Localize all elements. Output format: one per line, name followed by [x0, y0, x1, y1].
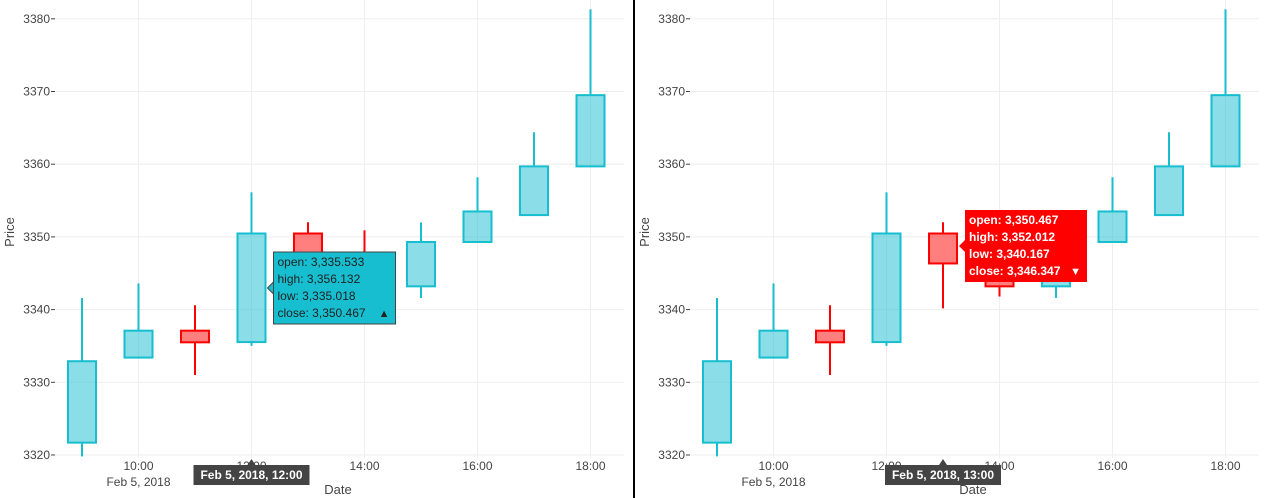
candle-1000[interactable] [758, 283, 789, 359]
hover-tooltip: open: 3,350.467 high: 3,352.012 low: 3,340… [959, 210, 1087, 282]
candle-1200[interactable] [236, 192, 267, 346]
y-tick-label: 3350 [658, 230, 685, 244]
candle-0900[interactable] [67, 297, 97, 457]
candle-1100[interactable] [815, 305, 845, 376]
chart-panel-left: 332033303340335033603370338010:0012:0014… [0, 0, 633, 498]
candle-1000[interactable] [123, 283, 154, 359]
candle-body[interactable] [180, 329, 210, 344]
candle-body[interactable] [1210, 94, 1241, 168]
candle-1300[interactable] [928, 222, 958, 309]
hover-x-label-box [885, 465, 1001, 485]
y-tick-label: 3380 [23, 12, 50, 26]
candle-1700[interactable] [519, 132, 549, 217]
hover-tooltip: open: 3,335.533 high: 3,356.132 low: 3,335… [266, 251, 396, 325]
candle-body[interactable] [575, 94, 606, 168]
hover-x-label-text: Feb 5, 2018, 12:00 [200, 468, 302, 482]
y-tick-label: 3360 [23, 157, 50, 171]
candle-body[interactable] [1154, 165, 1184, 217]
x-tick-label: 16:00 [462, 459, 492, 473]
candle-1800[interactable] [575, 9, 606, 168]
candle-1200[interactable] [871, 192, 902, 346]
candle-body[interactable] [815, 329, 845, 344]
panel-divider [633, 0, 635, 498]
candle-1700[interactable] [1154, 132, 1184, 217]
x-tick-date-label: Feb 5, 2018 [106, 475, 170, 489]
hover-x-label-arrow [939, 459, 947, 465]
y-tick-label: 3320 [658, 448, 685, 462]
candle-1800[interactable] [1210, 9, 1241, 168]
hover-tooltip-line: low: 3,340.167 [969, 247, 1050, 261]
hover-tooltip-line: low: 3,335.018 [278, 289, 356, 303]
x-tick-date-label: Feb 5, 2018 [741, 475, 805, 489]
candlestick-chart-right[interactable]: 332033303340335033603370338010:0012:0014… [635, 0, 1268, 498]
hover-tooltip-pointer [959, 240, 965, 252]
y-tick-label: 3330 [23, 375, 50, 389]
candle-body[interactable] [702, 360, 732, 444]
x-axis-title: Date [324, 482, 351, 497]
candle-body[interactable] [67, 360, 97, 444]
candlestick-chart-left[interactable]: 332033303340335033603370338010:0012:0014… [0, 0, 633, 498]
hover-tooltip-line: high: 3,352.012 [969, 230, 1055, 244]
candle-body[interactable] [519, 165, 549, 217]
y-tick-label: 3380 [658, 12, 685, 26]
candle-body[interactable] [406, 240, 436, 288]
x-axis-title: Date [959, 482, 986, 497]
hover-tooltip-line: open: 3,350.467 [969, 213, 1059, 227]
x-tick-label: 14:00 [349, 459, 379, 473]
candle-body[interactable] [928, 232, 958, 265]
y-tick-label: 3320 [23, 448, 50, 462]
hover-tooltip-line: high: 3,356.132 [278, 272, 361, 286]
hover-tooltip-line: open: 3,335.533 [278, 255, 365, 269]
hover-x-label-text: Feb 5, 2018, 13:00 [892, 468, 994, 482]
y-tick-label: 3360 [658, 157, 685, 171]
candle-body[interactable] [236, 232, 267, 344]
y-tick-label: 3370 [658, 85, 685, 99]
y-axis-title: Price [637, 217, 652, 247]
chart-panel-right: 332033303340335033603370338010:0012:0014… [635, 0, 1268, 498]
y-tick-label: 3340 [658, 303, 685, 317]
y-tick-label: 3370 [23, 85, 50, 99]
x-tick-label: 10:00 [123, 459, 153, 473]
hover-tooltip-box [965, 210, 1087, 282]
hover-tooltip-line: close: 3,350.467 [278, 306, 366, 320]
y-axis-title: Price [2, 217, 17, 247]
hover-x-label: Feb 5, 2018, 12:00 [193, 459, 310, 485]
candle-1600[interactable] [462, 177, 493, 243]
hover-x-label-arrow [247, 459, 256, 465]
x-tick-label: 18:00 [1210, 459, 1240, 473]
y-tick-label: 3330 [658, 375, 685, 389]
candle-body[interactable] [462, 210, 493, 243]
candle-body[interactable] [123, 329, 154, 359]
hover-x-label-box [193, 465, 310, 485]
candle-body[interactable] [758, 329, 789, 359]
hover-tooltip-direction-icon: ▼ [1070, 266, 1081, 278]
y-tick-label: 3350 [23, 230, 50, 244]
hover-tooltip-direction-icon: ▲ [379, 308, 390, 320]
hover-tooltip-pointer [266, 280, 274, 296]
y-tick-label: 3340 [23, 303, 50, 317]
candle-body[interactable] [1097, 210, 1128, 243]
hover-tooltip-line: close: 3,346.347 [969, 264, 1061, 278]
x-tick-label: 10:00 [758, 459, 788, 473]
candle-0900[interactable] [702, 297, 732, 457]
candle-body[interactable] [871, 232, 902, 344]
candle-1600[interactable] [1097, 177, 1128, 243]
candle-1500[interactable] [406, 222, 436, 298]
hover-x-label: Feb 5, 2018, 13:00 [885, 459, 1001, 485]
x-tick-label: 18:00 [575, 459, 605, 473]
hover-tooltip-box [273, 251, 396, 325]
candle-1100[interactable] [180, 305, 210, 376]
x-tick-label: 16:00 [1097, 459, 1127, 473]
